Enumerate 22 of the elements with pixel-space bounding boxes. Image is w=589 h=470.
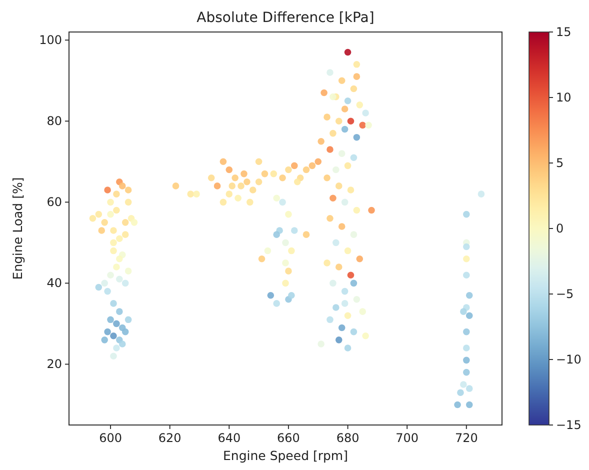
x-tick-label: 680 [336, 431, 360, 445]
x-axis-title: Engine Speed [rpm] [223, 448, 348, 463]
color-bar-label: 15 [556, 25, 572, 39]
color-bar-label: 10 [556, 90, 572, 104]
y-axis-title: Engine Load [%] [10, 177, 25, 280]
y-tick-label: 80 [46, 114, 62, 128]
x-tick-label: 720 [454, 431, 478, 445]
x-tick-label: 620 [158, 431, 182, 445]
y-tick-label: 20 [46, 357, 62, 372]
color-bar-label: 5 [556, 156, 564, 170]
y-tick-label: 60 [46, 195, 62, 210]
x-tick-label: 600 [99, 431, 122, 445]
x-tick-label: 660 [277, 431, 300, 445]
color-bar-label: 0 [556, 222, 564, 236]
x-tick-label: 700 [396, 431, 419, 445]
color-bar-label: −5 [556, 287, 574, 301]
y-tick-label: 100 [39, 33, 62, 48]
chart-title: Absolute Difference [kPa] [196, 10, 374, 26]
x-tick-label: 640 [218, 431, 241, 445]
y-tick-label: 40 [46, 276, 62, 290]
color-bar-label: −15 [556, 418, 582, 432]
color-bar-label: −10 [556, 352, 582, 366]
